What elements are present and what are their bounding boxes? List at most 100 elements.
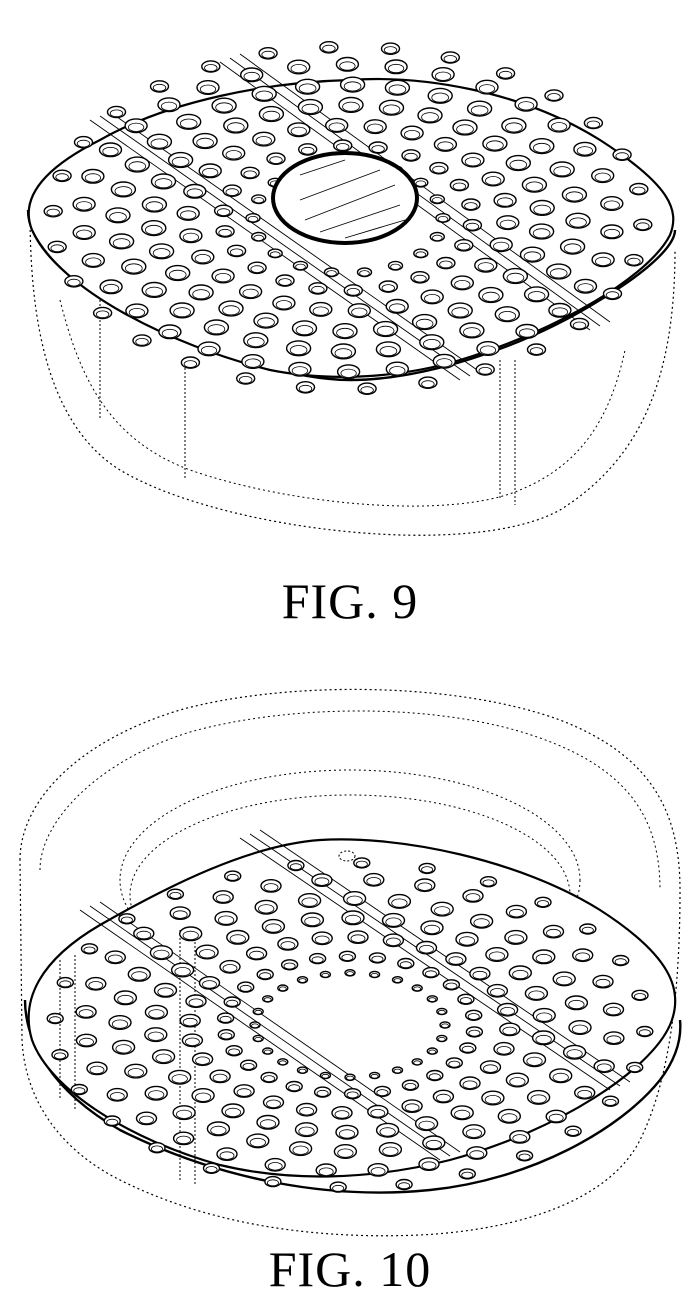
perforation-hole-inner — [268, 1163, 282, 1171]
perforation-hole-inner — [394, 1069, 401, 1073]
perforation-hole-inner — [435, 907, 450, 915]
perforation-hole-inner — [595, 257, 610, 265]
perforation-hole-inner — [240, 985, 251, 991]
perforation-hole-inner — [226, 189, 239, 196]
perforation-hole-inner — [227, 1000, 238, 1006]
perforation-hole-inner — [553, 1073, 568, 1081]
perforation-hole-inner — [597, 1064, 611, 1072]
perforation-hole-inner — [518, 102, 533, 110]
perforation-hole-inner — [343, 102, 360, 111]
perforation-hole-inner — [345, 915, 360, 923]
perforation-hole-inner — [244, 171, 257, 178]
perforation-hole-inner — [390, 367, 405, 375]
perforation-hole-inner — [508, 935, 523, 943]
perforation-hole-inner — [301, 147, 314, 154]
perforation-hole-inner — [569, 1000, 584, 1008]
perforation-hole-inner — [211, 1126, 226, 1134]
perforation-hole-inner — [118, 995, 133, 1003]
perforation-hole-inner — [462, 1046, 473, 1052]
perforation-hole-inner — [386, 918, 401, 926]
perforation-hole-inner — [527, 1057, 542, 1065]
perforation-hole-inner — [110, 1093, 124, 1101]
perforation-hole-inner — [420, 945, 434, 953]
perforation-hole-inner — [140, 1116, 154, 1124]
perforation-hole-inner — [237, 1089, 251, 1097]
perforation-hole-inner — [466, 1129, 481, 1137]
perforation-hole-inner — [255, 1010, 262, 1014]
perforation-hole-inner — [151, 1146, 162, 1152]
perforation-hole-inner — [103, 284, 118, 292]
perforation-hole-inner — [250, 1138, 265, 1146]
perforation-hole-inner — [77, 140, 90, 147]
perforation-hole-inner — [145, 225, 162, 234]
perforation-hole-inner — [264, 1076, 275, 1082]
perforation-hole-inner — [418, 883, 432, 891]
perforation-hole-inner — [299, 385, 312, 392]
perforation-hole-inner — [352, 308, 367, 316]
perforation-hole-inner — [243, 1063, 254, 1069]
perforation-hole-inner — [50, 1017, 61, 1023]
perforation-hole-inner — [206, 1167, 217, 1173]
perforation-hole-inner — [455, 1110, 470, 1118]
perforation-hole-inner — [203, 168, 218, 176]
perforation-hole-inner — [256, 91, 273, 100]
perforation-hole-inner — [338, 1149, 353, 1157]
perforation-hole-inner — [483, 880, 494, 886]
perforation-hole-inner — [299, 979, 306, 983]
perforation-hole-inner — [299, 1069, 306, 1073]
perforation-hole-inner — [534, 205, 551, 214]
perforation-hole-inner — [453, 183, 466, 190]
perforation-hole-inner — [573, 322, 586, 329]
perforation-hole-inner — [90, 1066, 104, 1074]
perforation-hole-inner — [351, 935, 365, 943]
perforation-hole-inner — [230, 249, 243, 256]
perforation-hole-inner — [435, 72, 450, 80]
perforation-hole-inner — [459, 937, 474, 945]
perforation-hole-inner — [479, 85, 494, 93]
perforation-hole-inner — [533, 229, 550, 238]
perforation-hole-inner — [137, 931, 151, 939]
perforation-hole-inner — [226, 151, 241, 159]
perforation-hole-inner — [322, 1074, 329, 1078]
perforation-hole-inner — [216, 895, 230, 903]
perforation-hole-inner — [169, 270, 186, 279]
perforation-hole-inner — [380, 347, 397, 356]
perforation-hole-inner — [125, 264, 142, 273]
perforation-hole-inner — [405, 1083, 416, 1089]
perforation-hole-inner — [161, 102, 176, 110]
perforation-hole-inner — [187, 189, 202, 197]
perforation-hole-inner — [312, 286, 325, 293]
perforation-hole-inner — [173, 911, 187, 919]
perforation-hole-inner — [633, 187, 646, 194]
perforation-hole-inner — [480, 346, 495, 354]
perforation-hole-inner — [557, 976, 572, 984]
perforation-hole-inner — [121, 917, 132, 923]
perforation-hole-inner — [383, 105, 400, 114]
perforation-hole-inner — [471, 106, 488, 115]
perforation-hole-inner — [513, 1135, 527, 1143]
figure-9-drawing — [0, 0, 700, 560]
perforation-hole-inner — [367, 878, 381, 886]
perforation-hole-inner — [464, 328, 481, 337]
perforation-hole-inner — [319, 1168, 333, 1176]
perforation-hole-inner — [255, 1037, 262, 1041]
perforation-hole-inner — [371, 1074, 378, 1078]
perforation-hole-inner — [347, 288, 360, 295]
perforation-hole-inner — [51, 245, 64, 252]
perforation-hole-inner — [335, 1111, 349, 1119]
perforation-hole-inner — [596, 979, 610, 987]
perforation-hole-inner — [372, 956, 383, 962]
perforation-hole-inner — [149, 1010, 164, 1018]
perforation-hole-inner — [260, 973, 271, 979]
perforation-hole-inner — [203, 981, 217, 989]
perforation-hole-inner — [479, 367, 492, 374]
perforation-hole-inner — [444, 56, 457, 63]
figure-10-caption: FIG. 10 — [0, 1240, 700, 1298]
perforation-hole-inner — [115, 187, 132, 196]
perforation-hole-inner — [423, 339, 440, 348]
perforation-hole-inner — [284, 963, 295, 969]
perforation-hole-inner — [256, 137, 271, 145]
perforation-hole-inner — [425, 971, 436, 977]
perforation-hole-inner — [333, 1185, 344, 1191]
perforation-hole-inner — [489, 952, 504, 960]
